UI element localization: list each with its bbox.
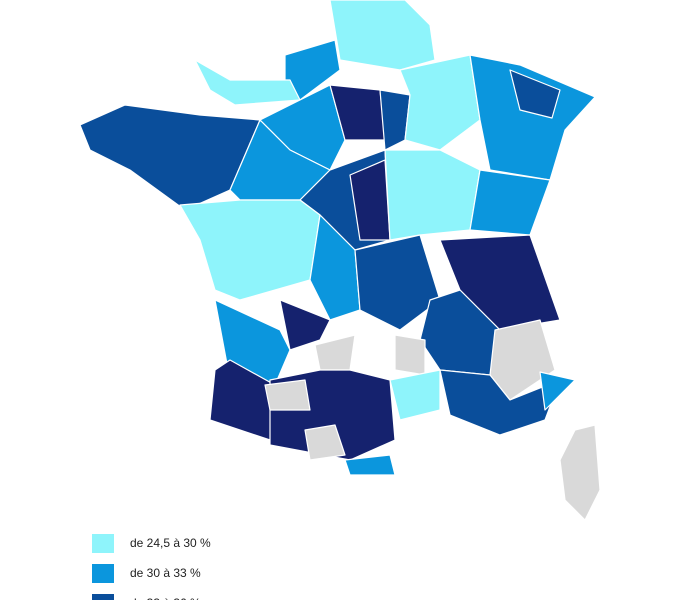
legend-label: de 30 à 33 % xyxy=(130,566,201,580)
legend-swatch xyxy=(92,534,114,553)
region xyxy=(394,334,426,376)
region xyxy=(399,54,481,151)
region xyxy=(354,234,441,331)
legend-label: de 33 à 36 % xyxy=(130,596,201,600)
region xyxy=(344,454,396,476)
region xyxy=(304,424,346,461)
region xyxy=(469,54,596,181)
region xyxy=(539,371,576,411)
region xyxy=(279,299,331,351)
region xyxy=(194,59,301,106)
region xyxy=(379,89,411,151)
region xyxy=(384,149,481,241)
corsica xyxy=(559,424,601,521)
legend: de 24,5 à 30 % de 30 à 33 % de 33 à 36 % xyxy=(92,534,211,600)
region xyxy=(389,369,441,421)
region xyxy=(329,0,436,71)
departments xyxy=(79,0,601,521)
region xyxy=(314,334,356,371)
region xyxy=(284,39,341,101)
legend-label: de 24,5 à 30 % xyxy=(130,536,211,550)
region xyxy=(209,359,276,441)
region xyxy=(179,199,321,301)
region xyxy=(79,104,261,211)
region xyxy=(489,319,556,401)
legend-swatch xyxy=(92,564,114,583)
region xyxy=(264,379,311,411)
region xyxy=(469,169,551,236)
region xyxy=(509,69,561,119)
legend-swatch xyxy=(92,594,114,600)
